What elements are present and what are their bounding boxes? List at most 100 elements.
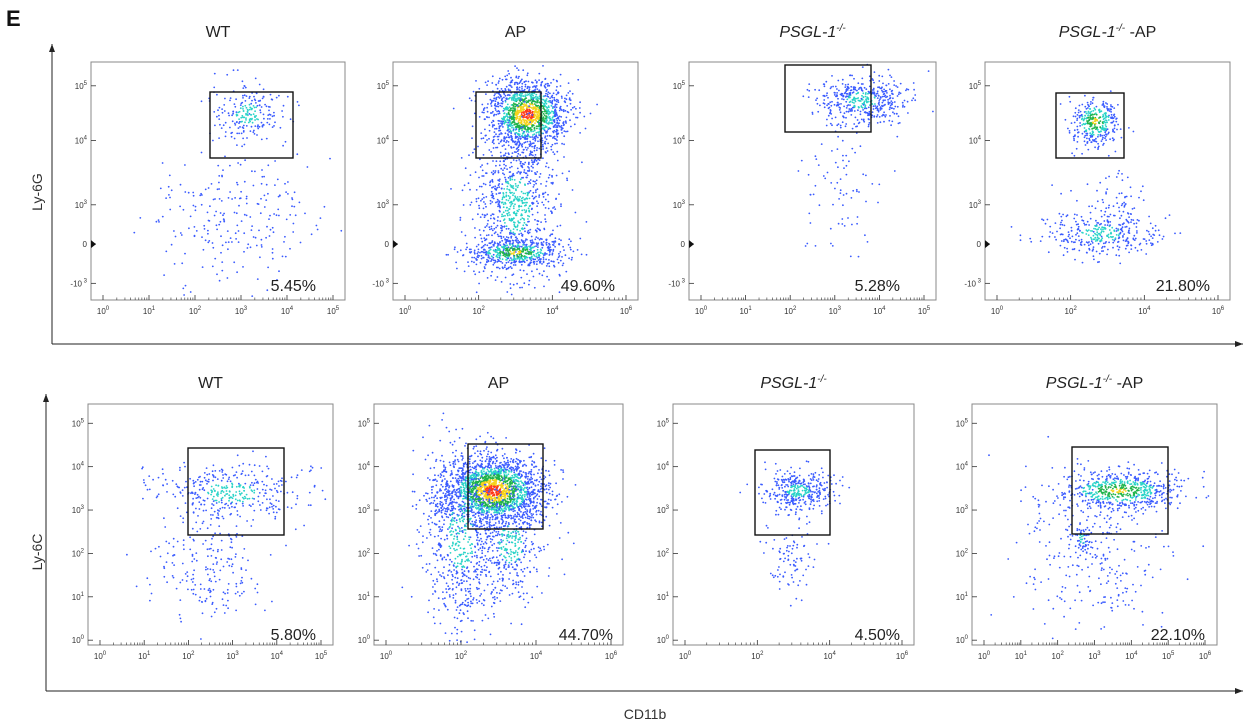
event-dot xyxy=(535,117,538,119)
event-dot xyxy=(545,90,548,92)
event-dot xyxy=(555,100,558,103)
event-dot xyxy=(495,96,498,99)
event-dot xyxy=(1115,176,1118,178)
event-dot xyxy=(485,172,488,175)
event-dot xyxy=(1100,231,1103,234)
event-dot xyxy=(1112,246,1114,249)
event-dot xyxy=(456,251,459,253)
event-dot xyxy=(181,262,184,265)
event-dot xyxy=(461,189,464,192)
event-dot xyxy=(239,104,242,106)
event-dot xyxy=(511,175,513,178)
event-dot xyxy=(276,279,278,281)
event-dot xyxy=(471,256,473,259)
event-dot xyxy=(518,94,521,97)
event-dot xyxy=(1103,120,1106,123)
event-dot xyxy=(552,131,555,134)
event-dot xyxy=(851,74,853,77)
event-dot xyxy=(502,110,505,112)
event-dot xyxy=(251,99,253,102)
y-tick-label: -10 3 xyxy=(964,278,981,288)
plot-frame xyxy=(984,61,1231,301)
event-dot xyxy=(235,98,238,101)
event-dot xyxy=(542,261,545,264)
event-dot xyxy=(274,184,276,187)
event-dot xyxy=(503,266,506,269)
event-dot xyxy=(284,182,286,185)
event-dot xyxy=(193,226,196,228)
event-dot xyxy=(217,109,219,112)
event-dot xyxy=(519,286,521,289)
event-dot xyxy=(804,245,807,247)
event-dot xyxy=(495,127,498,130)
event-dot xyxy=(522,192,525,195)
event-dot xyxy=(524,85,527,88)
event-dot xyxy=(817,164,820,167)
event-dot xyxy=(470,260,473,263)
event-dot xyxy=(1089,108,1091,110)
event-dot xyxy=(509,283,512,285)
event-dot xyxy=(254,110,256,113)
event-dot xyxy=(566,130,569,133)
event-dot xyxy=(822,175,825,177)
event-dot xyxy=(513,83,516,86)
event-dot xyxy=(529,106,532,109)
event-dot xyxy=(556,85,558,88)
event-dot xyxy=(1130,213,1132,216)
event-dot xyxy=(233,211,236,214)
event-dot xyxy=(1019,234,1022,237)
event-dot xyxy=(878,100,881,102)
event-dot xyxy=(531,81,534,84)
event-dot xyxy=(273,114,275,117)
event-dot xyxy=(224,97,226,100)
event-dot xyxy=(1113,107,1116,109)
event-dot xyxy=(238,110,241,113)
event-dot xyxy=(891,93,894,95)
event-dot xyxy=(530,241,532,244)
event-dot xyxy=(260,246,263,248)
event-dot xyxy=(854,88,857,91)
event-dot xyxy=(835,95,837,98)
event-dot xyxy=(512,116,515,119)
event-dot xyxy=(859,86,862,89)
event-dot xyxy=(1115,196,1118,199)
event-dot xyxy=(508,72,510,75)
event-dot xyxy=(212,479,214,482)
event-dot xyxy=(527,229,530,232)
event-dot xyxy=(526,126,529,129)
event-dot xyxy=(291,491,294,494)
event-dot xyxy=(518,159,521,161)
event-dot xyxy=(516,124,519,127)
event-dot xyxy=(1067,235,1070,238)
event-dot xyxy=(502,195,505,198)
event-dot xyxy=(519,195,521,198)
event-dot xyxy=(163,274,166,276)
event-dot xyxy=(520,109,523,111)
event-dot xyxy=(544,198,547,201)
event-dot xyxy=(275,96,278,99)
event-dot xyxy=(513,141,516,144)
event-dot xyxy=(516,257,519,260)
event-dot xyxy=(528,112,531,115)
event-dot xyxy=(1142,199,1145,202)
event-dot xyxy=(502,206,505,209)
event-dot xyxy=(881,86,883,89)
event-dot xyxy=(1116,245,1119,248)
event-dot xyxy=(242,124,245,127)
event-dot xyxy=(879,96,882,98)
event-dot xyxy=(521,254,523,257)
event-dot xyxy=(258,125,261,128)
event-dot xyxy=(848,108,851,110)
event-dot xyxy=(152,478,155,481)
event-dot xyxy=(504,152,507,155)
event-dot xyxy=(482,137,485,140)
event-dot xyxy=(499,104,502,107)
event-dot xyxy=(492,256,495,259)
event-dot xyxy=(519,160,522,163)
event-dot xyxy=(512,273,515,276)
event-dot xyxy=(492,170,495,172)
x-tick-label: 100 xyxy=(991,306,1004,316)
event-dot xyxy=(272,231,275,234)
event-dot xyxy=(490,171,493,174)
event-dot xyxy=(523,198,526,201)
